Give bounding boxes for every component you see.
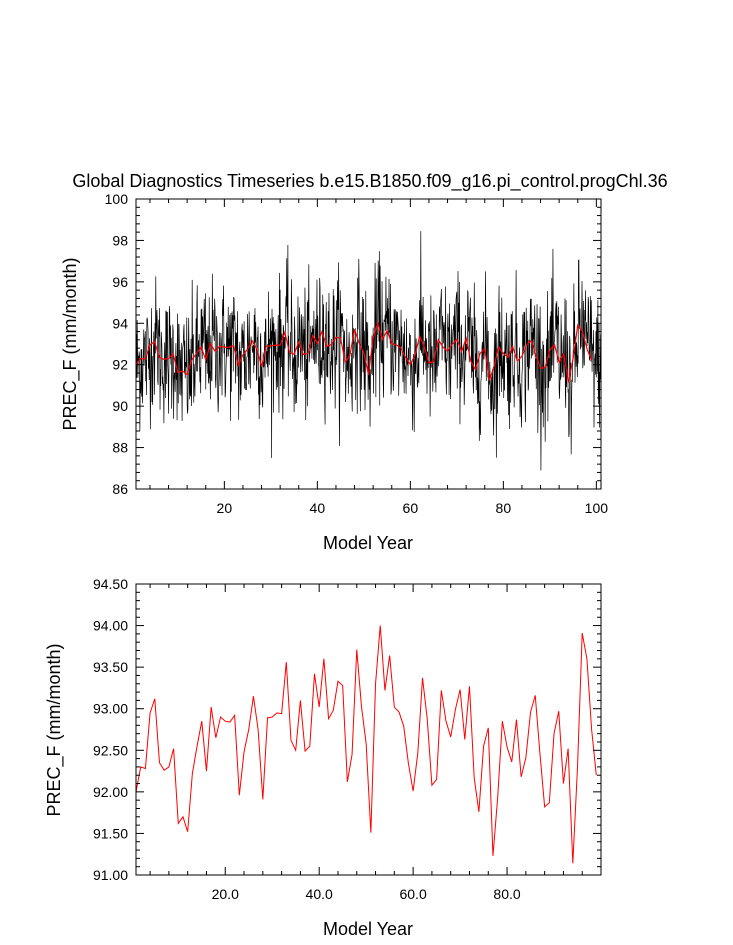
monthly-series-line [135, 231, 601, 471]
top-y-tick-label: 92 [112, 357, 128, 373]
bottom-x-tick-label: 60.0 [399, 886, 426, 902]
bottom-series-group [135, 625, 597, 864]
top-y-tick-label: 100 [105, 191, 129, 207]
annual-mean-series-line-bottom [135, 625, 597, 864]
bottom-y-tick-label: 91.50 [93, 825, 128, 841]
bottom-y-tick-label: 92.50 [93, 742, 128, 758]
bottom-annual-panel: 20.0 40.0 60.0 80.0 91.00 91.50 92.00 92.50 93.0… [44, 576, 602, 939]
bottom-y-tick-label: 94.00 [93, 618, 128, 634]
top-x-tick-label: 20 [217, 500, 233, 516]
top-series-group [135, 231, 601, 471]
top-x-tick-label: 100 [585, 500, 609, 516]
top-x-tick-label: 60 [403, 500, 419, 516]
top-y-tick-label: 90 [112, 398, 128, 414]
bottom-x-tick-label: 40.0 [306, 886, 333, 902]
top-axis-ticks: 20 40 60 80 100 86 88 90 92 94 96 98 100 [105, 191, 609, 516]
top-y-axis-label: PREC_F (mm/month) [60, 257, 81, 430]
top-x-axis-label: Model Year [323, 533, 413, 553]
top-y-tick-label: 88 [112, 440, 128, 456]
chart-title: Global Diagnostics Timeseries b.e15.B185… [72, 171, 667, 192]
top-x-tick-label: 80 [496, 500, 512, 516]
top-y-tick-label: 96 [112, 274, 128, 290]
top-x-tick-label: 40 [310, 500, 326, 516]
annual-mean-series-line-top [135, 321, 593, 383]
top-plot-frame [135, 198, 602, 490]
bottom-y-tick-label: 94.50 [93, 576, 128, 592]
bottom-x-tick-label: 20.0 [212, 886, 239, 902]
top-y-tick-label: 94 [112, 315, 128, 331]
top-y-tick-label: 98 [112, 232, 128, 248]
bottom-y-tick-label: 93.00 [93, 701, 128, 717]
bottom-y-tick-label: 91.00 [93, 867, 128, 883]
bottom-axis-ticks: 20.0 40.0 60.0 80.0 91.00 91.50 92.00 92.50 93.0… [93, 576, 602, 902]
bottom-y-tick-label: 93.50 [93, 659, 128, 675]
bottom-x-tick-label: 80.0 [493, 886, 520, 902]
top-y-tick-label: 86 [112, 481, 128, 497]
bottom-plot-frame [135, 583, 602, 876]
bottom-x-axis-label: Model Year [323, 919, 413, 939]
bottom-y-axis-label: PREC_F (mm/month) [44, 643, 65, 816]
bottom-y-tick-label: 92.00 [93, 784, 128, 800]
